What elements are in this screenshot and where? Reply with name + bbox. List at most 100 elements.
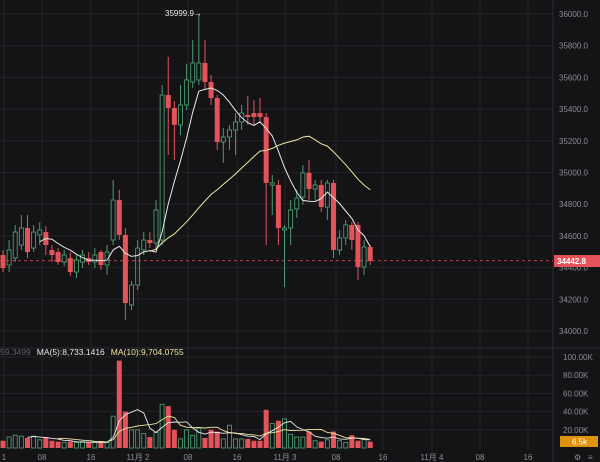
candle-body xyxy=(12,231,18,259)
candle xyxy=(343,220,349,246)
volume-bar xyxy=(318,441,324,448)
volume-bar xyxy=(165,406,171,448)
candle-body xyxy=(18,227,24,246)
volume-bar xyxy=(294,436,300,449)
candle-body xyxy=(367,246,373,261)
candle-body xyxy=(233,121,239,131)
candle xyxy=(49,245,55,263)
candle xyxy=(92,248,98,269)
candle-body xyxy=(153,209,159,244)
menu-icon[interactable]: ≡ xyxy=(588,453,593,462)
ma-fast-line xyxy=(39,87,371,262)
candle xyxy=(361,239,367,276)
candle xyxy=(43,226,49,256)
candle xyxy=(263,113,269,246)
volume-bar xyxy=(245,438,251,448)
price-tick: 36000.0 xyxy=(559,10,588,19)
candle-body xyxy=(61,254,67,263)
time-tick: 16 xyxy=(233,453,242,462)
candle-body xyxy=(116,200,122,235)
candle-body xyxy=(349,224,355,240)
volume-bar xyxy=(129,429,134,449)
candle-body xyxy=(275,184,281,228)
volume-bar xyxy=(202,437,208,448)
volume-bar xyxy=(178,438,183,449)
price-tick: 34000.0 xyxy=(559,327,588,336)
volume-bar xyxy=(92,442,98,449)
volume-bar xyxy=(12,434,18,449)
volume-tick: 80.00K xyxy=(563,371,589,380)
candle-body xyxy=(306,172,312,189)
volume-bar xyxy=(43,437,49,448)
volume-bar xyxy=(196,427,202,449)
candle xyxy=(318,179,324,212)
candle-body xyxy=(330,182,336,250)
candle-body xyxy=(312,184,318,190)
volume-bar xyxy=(239,438,245,449)
volume-bar xyxy=(110,415,116,449)
volume-bar xyxy=(98,442,104,448)
candle-body xyxy=(220,136,226,143)
volume-legend: 59.3499 MA(5):8,733.1416 MA(10):9,704.0755 xyxy=(0,347,190,357)
candle xyxy=(220,127,226,163)
candle xyxy=(257,97,263,122)
time-tick: 08 xyxy=(332,453,341,462)
candle xyxy=(55,248,61,266)
candle-body xyxy=(294,197,300,210)
candle xyxy=(269,175,275,215)
volume-bar xyxy=(141,432,147,449)
volume-bar xyxy=(288,433,294,449)
candle xyxy=(312,179,318,201)
volume-bar xyxy=(306,431,312,448)
time-tick: 11月 3 xyxy=(274,453,298,462)
candle xyxy=(104,245,110,276)
candle-body xyxy=(343,224,349,239)
time-tick: 16 xyxy=(524,453,533,462)
candle-body xyxy=(104,251,110,266)
candle-body xyxy=(31,231,37,249)
volume-bar xyxy=(208,429,214,448)
candle xyxy=(306,159,312,201)
settings-icon[interactable]: ⚙ xyxy=(574,453,581,462)
candle-body xyxy=(110,199,116,241)
candle xyxy=(245,95,251,125)
last-price-label: 34442.8 xyxy=(557,257,586,266)
candle xyxy=(80,249,86,269)
candle-body xyxy=(214,97,220,143)
candle xyxy=(178,84,183,136)
candle xyxy=(67,252,73,276)
volume-bar xyxy=(226,424,232,449)
volume-bar xyxy=(337,440,343,449)
volume-legend-cut: 59.3499 xyxy=(0,347,31,357)
candle xyxy=(147,232,153,249)
candle-body xyxy=(171,107,177,125)
time-tick: 1 xyxy=(2,453,7,462)
price-tick: 35600.0 xyxy=(559,73,588,82)
candle xyxy=(300,165,306,205)
candle xyxy=(171,101,177,160)
volume-tick: 40.00K xyxy=(563,408,589,417)
candle-body xyxy=(208,81,214,98)
candle xyxy=(367,245,373,266)
candle-body xyxy=(269,182,275,186)
candle xyxy=(24,214,30,259)
volume-bar xyxy=(251,440,257,448)
candle xyxy=(282,224,287,288)
volume-bar xyxy=(343,442,349,449)
moving-averages xyxy=(39,87,371,262)
candle xyxy=(251,100,257,125)
volume-bar xyxy=(86,442,92,448)
axes: 36000.0 35800.0 35600.0 35400.0 35200.0 35000… xyxy=(2,10,594,462)
price-tick: 34800.0 xyxy=(559,200,588,209)
candle xyxy=(208,75,214,105)
candle xyxy=(355,222,361,280)
candle-body xyxy=(226,129,232,138)
price-tick: 35000.0 xyxy=(559,168,588,177)
volume-ma10-line xyxy=(58,415,371,443)
candle xyxy=(61,249,67,266)
volume-bar xyxy=(263,409,269,448)
volume-bar xyxy=(0,440,6,448)
candle-body xyxy=(318,184,324,208)
